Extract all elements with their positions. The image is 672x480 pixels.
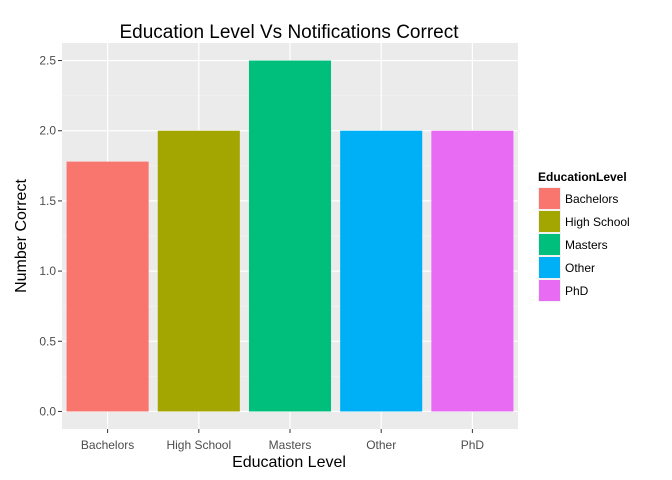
legend-label: Bachelors: [565, 192, 618, 206]
bar-other: [340, 130, 423, 412]
bar-high-school: [157, 130, 240, 412]
legend-label: High School: [565, 215, 630, 229]
y-tick-label: 1.0: [39, 264, 56, 278]
y-tick-label: 2.0: [39, 124, 56, 138]
legend-swatch: [539, 188, 560, 209]
legend-swatch: [539, 234, 560, 255]
legend-title: EducationLevel: [538, 170, 627, 184]
bars: [66, 60, 514, 412]
x-axis: Bachelors High School Masters Other PhD: [81, 429, 484, 452]
x-tick-label: Masters: [269, 438, 312, 452]
x-tick-label: Other: [366, 438, 396, 452]
bar-bachelors: [66, 161, 149, 412]
legend-label: PhD: [565, 284, 589, 298]
y-axis: 0.0 0.5 1.0 1.5 2.0 2.5: [39, 54, 62, 418]
x-tick-label: High School: [166, 438, 231, 452]
y-axis-title: Number Correct: [13, 179, 30, 293]
legend-swatch: [539, 280, 560, 301]
bar-masters: [248, 60, 332, 412]
legend-swatch: [539, 257, 560, 278]
x-tick-label: Bachelors: [81, 438, 134, 452]
bar-phd: [431, 130, 514, 412]
y-tick-label: 1.5: [39, 194, 56, 208]
y-tick-label: 0.5: [39, 334, 56, 348]
legend-label: Masters: [565, 238, 608, 252]
y-tick-label: 0.0: [39, 404, 56, 418]
chart-title: Education Level Vs Notifications Correct: [120, 22, 460, 43]
legend: EducationLevel Bachelors High School Maste…: [538, 170, 630, 302]
x-tick-label: PhD: [461, 438, 485, 452]
y-tick-label: 2.5: [39, 54, 56, 68]
legend-swatch: [539, 211, 560, 232]
legend-label: Other: [565, 261, 595, 275]
x-axis-title: Education Level: [232, 454, 346, 471]
